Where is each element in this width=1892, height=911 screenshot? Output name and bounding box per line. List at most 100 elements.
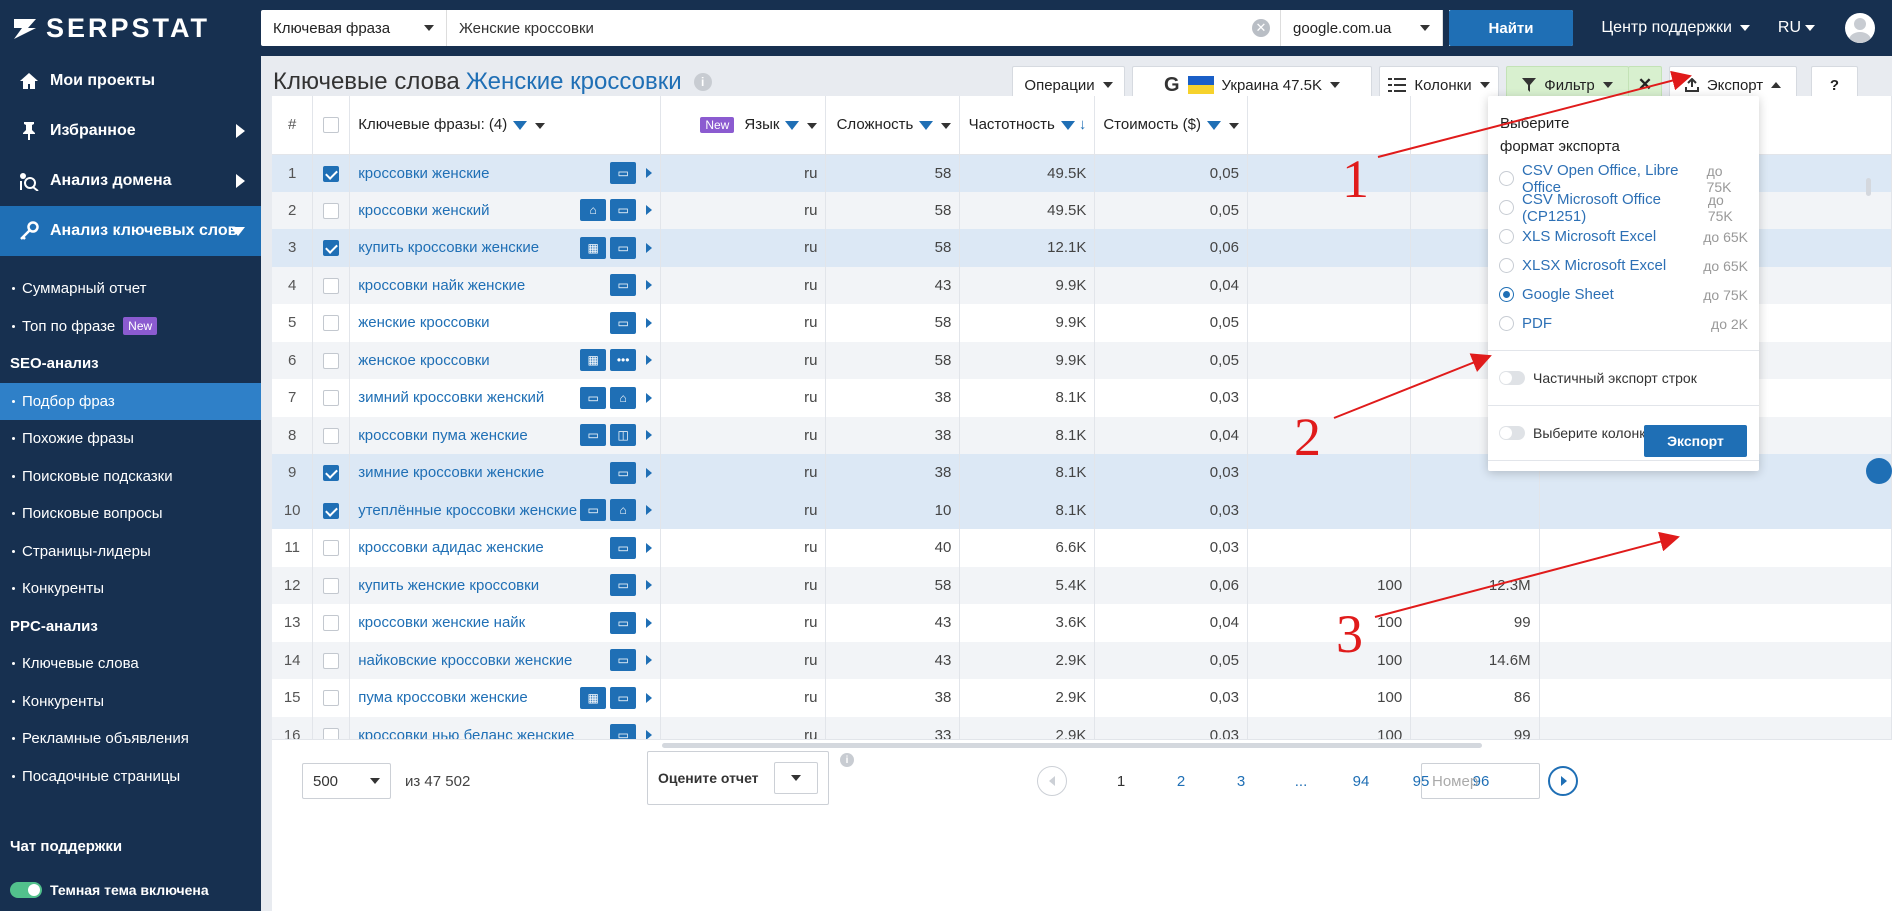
sub-item-search-suggestions[interactable]: Поисковые подсказки	[0, 458, 261, 496]
vertical-scrollbar-thumb[interactable]	[1866, 178, 1871, 196]
page-number-input[interactable]: Номер	[1421, 763, 1540, 799]
export-option[interactable]: CSV Open Office, Libre Office до 75K	[1488, 162, 1759, 196]
chat-icon[interactable]: ▭	[580, 499, 607, 522]
keyword-link[interactable]: женские кроссовки	[358, 314, 490, 332]
expand-row-icon[interactable]	[646, 355, 653, 366]
row-checkbox[interactable]	[323, 165, 340, 182]
expand-row-icon[interactable]	[646, 317, 653, 328]
nav-domain-analysis[interactable]: Анализ домена	[0, 156, 261, 206]
col-header-frequency[interactable]: Частотность ↓	[959, 96, 1096, 155]
store-icon[interactable]: ▦	[580, 686, 607, 709]
expand-row-icon[interactable]	[646, 467, 653, 478]
radio-button[interactable]	[1499, 200, 1514, 215]
keyword-link[interactable]: кроссовки женские	[358, 164, 490, 182]
chat-icon[interactable]: ▭	[610, 536, 637, 559]
chat-icon[interactable]: ▭	[610, 199, 637, 222]
chevron-down-icon[interactable]	[535, 123, 546, 130]
row-checkbox[interactable]	[323, 690, 340, 707]
chevron-down-icon[interactable]	[941, 123, 952, 130]
keyword-link[interactable]: купить кроссовки женские	[358, 239, 540, 257]
sub-item-seo-competitors[interactable]: Конкуренты	[0, 570, 261, 608]
page-link[interactable]: 3	[1236, 772, 1246, 790]
chat-icon[interactable]: ▭	[610, 162, 637, 184]
row-checkbox[interactable]	[323, 502, 340, 519]
filter-icon[interactable]	[1206, 120, 1221, 130]
chevron-down-icon[interactable]	[807, 123, 818, 130]
expand-row-icon[interactable]	[646, 692, 653, 703]
export-option[interactable]: CSV Microsoft Office (CP1251) до 75K	[1488, 191, 1759, 225]
chat-icon[interactable]: ▭	[610, 574, 637, 597]
partial-export-toggle-row[interactable]: Частичный экспорт строк	[1488, 363, 1759, 393]
expand-row-icon[interactable]	[646, 542, 653, 553]
serpstat-logo[interactable]: SERPSTAT	[0, 0, 261, 56]
row-checkbox[interactable]	[323, 427, 340, 444]
keyword-link[interactable]: купить женские кроссовки	[358, 576, 540, 594]
keyword-link[interactable]: зимние кроссовки женские	[358, 464, 545, 482]
keyword-link[interactable]: кроссовки нью беланс женские	[358, 726, 575, 739]
expand-row-icon[interactable]	[646, 392, 653, 403]
radio-button[interactable]	[1499, 258, 1514, 273]
page-link[interactable]: 2	[1176, 772, 1186, 790]
row-checkbox[interactable]	[323, 540, 340, 557]
chat-icon[interactable]: ▭	[610, 611, 637, 634]
sub-item-ppc-keywords[interactable]: Ключевые слова	[0, 645, 261, 683]
col-header-language[interactable]: New Язык	[660, 96, 827, 155]
chat-icon[interactable]: ▭	[610, 311, 637, 334]
filter-icon[interactable]	[1060, 120, 1075, 130]
export-option[interactable]: PDF до 2K	[1488, 309, 1759, 338]
sub-item-phrase-selection[interactable]: Подбор фраз	[0, 382, 261, 420]
store-icon[interactable]: ▦	[580, 349, 607, 372]
shop-icon[interactable]: ⌂	[610, 499, 637, 522]
export-option[interactable]: Google Sheet до 75K	[1488, 280, 1759, 309]
filter-icon[interactable]	[785, 120, 800, 130]
chevron-down-icon[interactable]	[1228, 123, 1239, 130]
scroll-right-button[interactable]	[1866, 458, 1892, 484]
keyword-link[interactable]: зимний кроссовки женский	[358, 389, 545, 407]
horizontal-scrollbar[interactable]	[272, 739, 1892, 749]
radio-button[interactable]	[1499, 229, 1514, 244]
keyword-link[interactable]: кроссовки женский	[358, 201, 490, 219]
keyword-link[interactable]: кроссовки пума женские	[358, 426, 528, 444]
support-chat-link[interactable]: Чат поддержки	[10, 838, 123, 855]
expand-row-icon[interactable]	[646, 505, 653, 516]
filter-icon[interactable]	[919, 120, 934, 130]
chat-icon[interactable]: ▭	[610, 649, 637, 672]
chat-icon[interactable]: ▭	[610, 236, 637, 259]
filter-icon[interactable]	[513, 120, 528, 130]
nav-my-projects[interactable]: Мои проекты	[0, 56, 261, 106]
keyword-link[interactable]: утеплённые кроссовки женские	[358, 501, 578, 519]
keyword-link[interactable]: женское кроссовки	[358, 351, 490, 369]
col-header-cost[interactable]: Стоимость ($)	[1094, 96, 1248, 155]
col-header-keywords[interactable]: Ключевые фразы: (4)	[349, 96, 662, 155]
keyword-link[interactable]: пума кроссовки женские	[358, 689, 528, 707]
prev-page-icon[interactable]	[1037, 766, 1067, 796]
sub-item-ppc-competitors[interactable]: Конкуренты	[0, 683, 261, 721]
row-checkbox[interactable]	[323, 727, 340, 739]
radio-button[interactable]	[1499, 171, 1514, 186]
next-page-icon[interactable]	[1548, 766, 1578, 796]
keyword-link[interactable]: кроссовки адидас женские	[358, 539, 544, 557]
support-center-menu[interactable]: Центр поддержки	[1601, 19, 1750, 37]
keyword-link[interactable]: кроссовки найк женские	[358, 276, 526, 294]
sub-item-summary[interactable]: Суммарный отчет	[0, 270, 261, 308]
chat-icon[interactable]: ▭	[610, 274, 637, 297]
find-button[interactable]: Найти	[1449, 10, 1573, 46]
language-select[interactable]: RU	[1778, 19, 1815, 37]
export-option[interactable]: XLSX Microsoft Excel до 65K	[1488, 251, 1759, 280]
engine-select[interactable]: google.com.ua	[1281, 10, 1443, 46]
keyword-link[interactable]: найковские кроссовки женские	[358, 651, 573, 669]
query-field[interactable]: Женские кроссовки ✕	[447, 10, 1281, 46]
nav-favorites[interactable]: Избранное	[0, 106, 261, 156]
sub-item-similar-phrases[interactable]: Похожие фразы	[0, 420, 261, 458]
radio-button[interactable]	[1499, 316, 1514, 331]
export-option[interactable]: XLS Microsoft Excel до 65K	[1488, 222, 1759, 251]
sub-item-top[interactable]: Топ по фразе New	[0, 308, 261, 346]
bag-icon[interactable]: ◫	[610, 424, 637, 447]
rate-report-widget[interactable]: Оцените отчет	[647, 751, 829, 805]
expand-row-icon[interactable]	[646, 168, 653, 178]
expand-row-icon[interactable]	[646, 280, 653, 291]
select-all-checkbox[interactable]	[323, 117, 340, 134]
sort-desc-icon[interactable]: ↓	[1078, 116, 1087, 134]
sub-item-search-questions[interactable]: Поисковые вопросы	[0, 495, 261, 533]
row-checkbox[interactable]	[323, 352, 340, 369]
